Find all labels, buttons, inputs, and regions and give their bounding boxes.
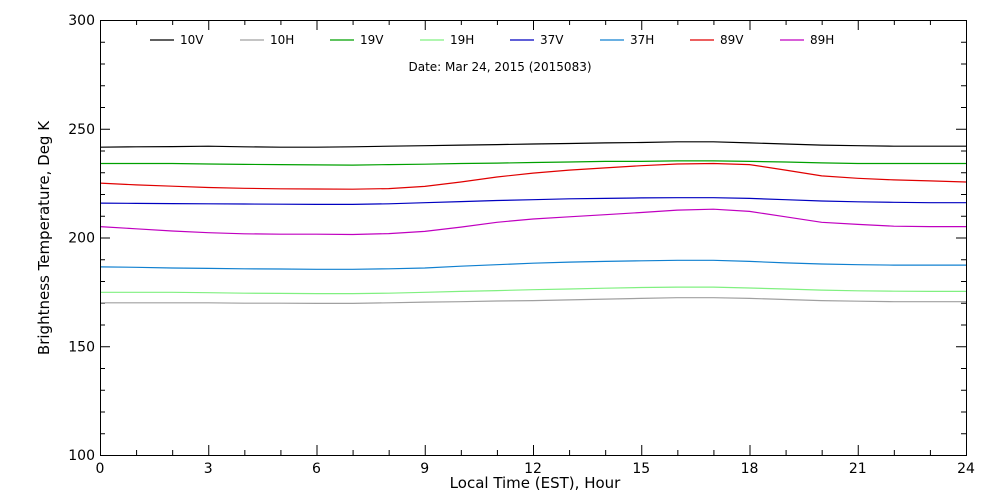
series-line-89v — [99, 162, 967, 190]
x-tick-label: 9 — [420, 461, 429, 477]
y-axis-title: Brightness Temperature, Deg K — [35, 120, 53, 355]
legend-label-89v: 89V — [720, 33, 744, 47]
series-line-10v — [99, 141, 966, 148]
x-tick-label: 12 — [524, 461, 542, 477]
series-line-19v — [100, 160, 966, 166]
x-tick-label: 24 — [957, 461, 975, 477]
x-tick-label: 6 — [312, 461, 321, 477]
axis-tick-labels: 0 3 6 9 12 15 18 21 24 100 150 200 250 300 — [68, 13, 975, 477]
y-tick-label: 100 — [68, 448, 95, 464]
y-tick-label: 200 — [68, 231, 95, 247]
legend-label-37h: 37H — [630, 33, 654, 47]
chart-subtitle: Date: Mar 24, 2015 (2015083) — [408, 60, 591, 74]
legend: 10V 10H 19V 19H 37V 37H 89V 89H — [150, 33, 834, 47]
x-tick-label: 21 — [849, 461, 867, 477]
axis-ticks — [100, 20, 967, 456]
series-line-10h — [100, 297, 966, 304]
legend-label-89h: 89H — [810, 33, 834, 47]
series-line-37v — [99, 197, 966, 205]
legend-label-19v: 19V — [360, 33, 384, 47]
series-lines — [99, 141, 967, 304]
x-tick-label: 18 — [741, 461, 759, 477]
x-tick-label: 0 — [96, 461, 105, 477]
series-line-37h — [99, 259, 966, 270]
plot-frame — [100, 20, 967, 456]
x-tick-label: 15 — [632, 461, 650, 477]
legend-label-10v: 10V — [180, 33, 204, 47]
series-line-89h — [99, 208, 966, 236]
legend-label-37v: 37V — [540, 33, 564, 47]
x-tick-label: 3 — [204, 461, 213, 477]
y-tick-label: 250 — [68, 122, 95, 138]
y-tick-label: 150 — [68, 339, 95, 355]
x-axis-title: Local Time (EST), Hour — [450, 474, 621, 492]
y-tick-label: 300 — [68, 13, 95, 29]
legend-label-10h: 10H — [270, 33, 294, 47]
legend-label-19h: 19H — [450, 33, 474, 47]
series-line-19h — [100, 286, 966, 295]
